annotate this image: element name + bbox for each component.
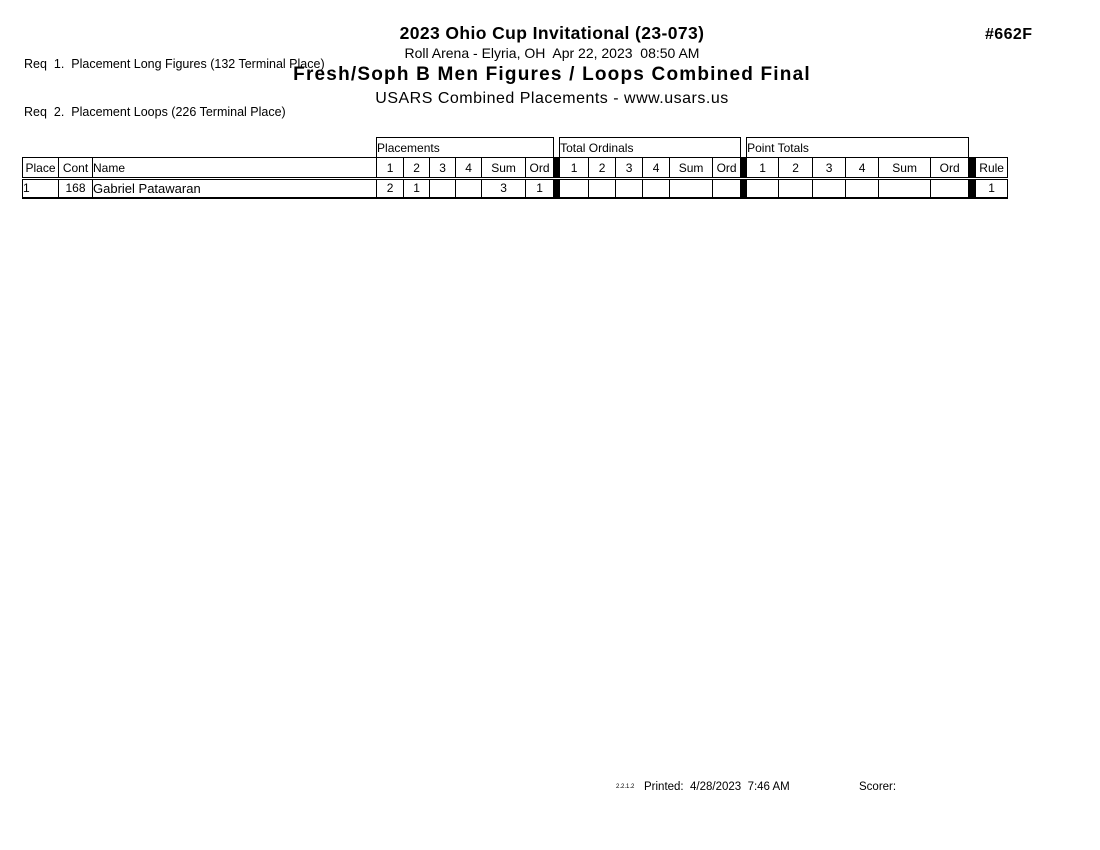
col-header-rule: Rule [975,157,1009,179]
cell-points-3 [812,177,847,199]
col-header-ordinals-3: 3 [615,157,644,179]
cell-points-sum [878,177,932,199]
thick-separator [968,157,977,179]
cell-rule: 1 [975,177,1009,199]
cell-ordinals-3 [615,177,644,199]
group-header-spacer [22,137,377,158]
results-table: Placements Total Ordinals Point Totals P… [22,137,1009,199]
col-header-placements-sum: Sum [481,157,527,179]
cell-points-2 [778,177,814,199]
venue-date-line: Roll Arena - Elyria, OH Apr 22, 2023 08:… [404,45,700,61]
group-header-spacer [968,137,1008,158]
col-header-ordinals-ord: Ord [712,157,742,179]
cell-points-ord [930,177,970,199]
group-header-placements: Placements [376,137,555,158]
cell-placements-3 [429,177,457,199]
col-header-ordinals-1: 1 [559,157,590,179]
scorer-label: Scorer: [859,781,897,793]
col-header-name: Name [91,157,378,179]
group-separator [553,137,560,158]
group-header-total-ordinals: Total Ordinals [559,137,742,158]
col-header-ordinals-sum: Sum [669,157,714,179]
col-header-placements-3: 3 [429,157,457,179]
cell-ordinals-sum [669,177,714,199]
event-title: Fresh/Soph B Men Figures / Loops Combine… [293,64,811,85]
cell-skater-name: Gabriel Patawaran [91,177,378,199]
report-subtitle: USARS Combined Placements - www.usars.us [375,90,729,107]
requirement-line-2: Req 2. Placement Loops (226 Terminal Pla… [24,105,286,119]
requirement-line-1: Req 1. Placement Long Figures (132 Termi… [24,57,325,71]
col-header-placements-ord: Ord [525,157,555,179]
cell-ordinals-4 [642,177,671,199]
cell-ordinals-ord [712,177,742,199]
col-header-points-2: 2 [778,157,814,179]
group-header-row: Placements Total Ordinals Point Totals [22,137,1008,158]
col-header-ordinals-2: 2 [588,157,617,179]
thick-separator [968,177,977,199]
software-version: 2.2.1.2 [616,784,635,790]
col-header-points-ord: Ord [930,157,970,179]
cell-placements-4 [455,177,483,199]
cell-placements-2: 1 [403,177,431,199]
cell-cont: 168 [58,177,93,199]
cell-ordinals-1 [559,177,590,199]
cell-placements-ord: 1 [525,177,555,199]
printed-timestamp: Printed: 4/28/2023 7:46 AM [644,781,790,793]
result-row: 1 168 Gabriel Patawaran 2 1 3 1 [22,177,1009,199]
col-header-points-1: 1 [746,157,780,179]
col-header-points-sum: Sum [878,157,932,179]
page-title: 2023 Ohio Cup Invitational (23-073) [399,23,705,43]
group-separator [740,137,747,158]
event-number: #662F [985,26,1033,43]
col-header-placements-1: 1 [376,157,405,179]
col-header-points-3: 3 [812,157,847,179]
column-header-row: Place Cont Name 1 2 3 4 Sum Ord 1 2 3 4 … [22,157,1009,179]
requirements-block: Req 1. Placement Long Figures (132 Termi… [24,24,325,152]
col-header-cont: Cont [58,157,93,179]
cell-ordinals-2 [588,177,617,199]
col-header-placements-4: 4 [455,157,483,179]
col-header-ordinals-4: 4 [642,157,671,179]
cell-place: 1 [22,177,59,199]
col-header-points-4: 4 [845,157,880,179]
cell-placements-1: 2 [376,177,405,199]
cell-points-1 [746,177,780,199]
col-header-place: Place [22,157,59,179]
col-header-placements-2: 2 [403,157,431,179]
cell-placements-sum: 3 [481,177,527,199]
group-header-point-totals: Point Totals [746,137,970,158]
cell-points-4 [845,177,880,199]
